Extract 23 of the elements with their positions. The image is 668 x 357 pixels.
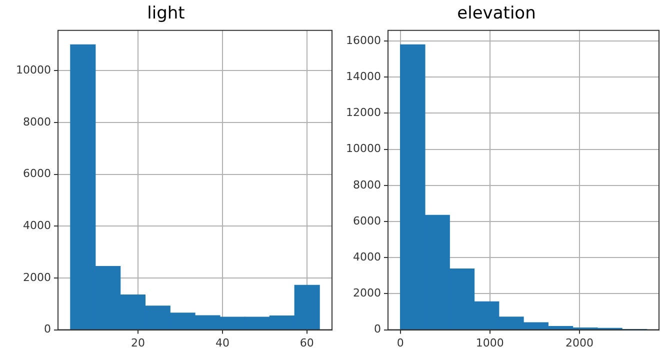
y-tick-label: 4000 <box>23 218 51 232</box>
y-tick-label: 4000 <box>353 250 381 264</box>
x-tick-label: 60 <box>300 336 314 350</box>
x-tick-label: 0 <box>396 336 404 350</box>
x-tick-label: 20 <box>131 336 146 350</box>
x-tick-label: 1000 <box>476 336 504 350</box>
y-tick-label: 6000 <box>353 214 381 228</box>
chart-title: elevation <box>457 4 536 24</box>
y-tick-label: 6000 <box>23 167 51 180</box>
x-tick-label: 2000 <box>565 336 594 350</box>
y-tick-label: 0 <box>44 322 51 336</box>
y-tick-label: 12000 <box>346 106 381 120</box>
x-tick-label: 40 <box>215 336 230 350</box>
y-tick-label: 0 <box>374 322 381 336</box>
y-tick-label: 10000 <box>346 142 381 156</box>
chart-title: light <box>147 4 186 24</box>
y-tick-label: 10000 <box>16 63 51 76</box>
y-tick-label: 16000 <box>346 34 381 47</box>
y-tick-label: 2000 <box>23 270 51 284</box>
y-tick-label: 14000 <box>346 70 381 83</box>
y-tick-label: 8000 <box>353 178 381 192</box>
y-tick-label: 2000 <box>353 286 381 300</box>
y-tick-label: 8000 <box>23 115 51 128</box>
